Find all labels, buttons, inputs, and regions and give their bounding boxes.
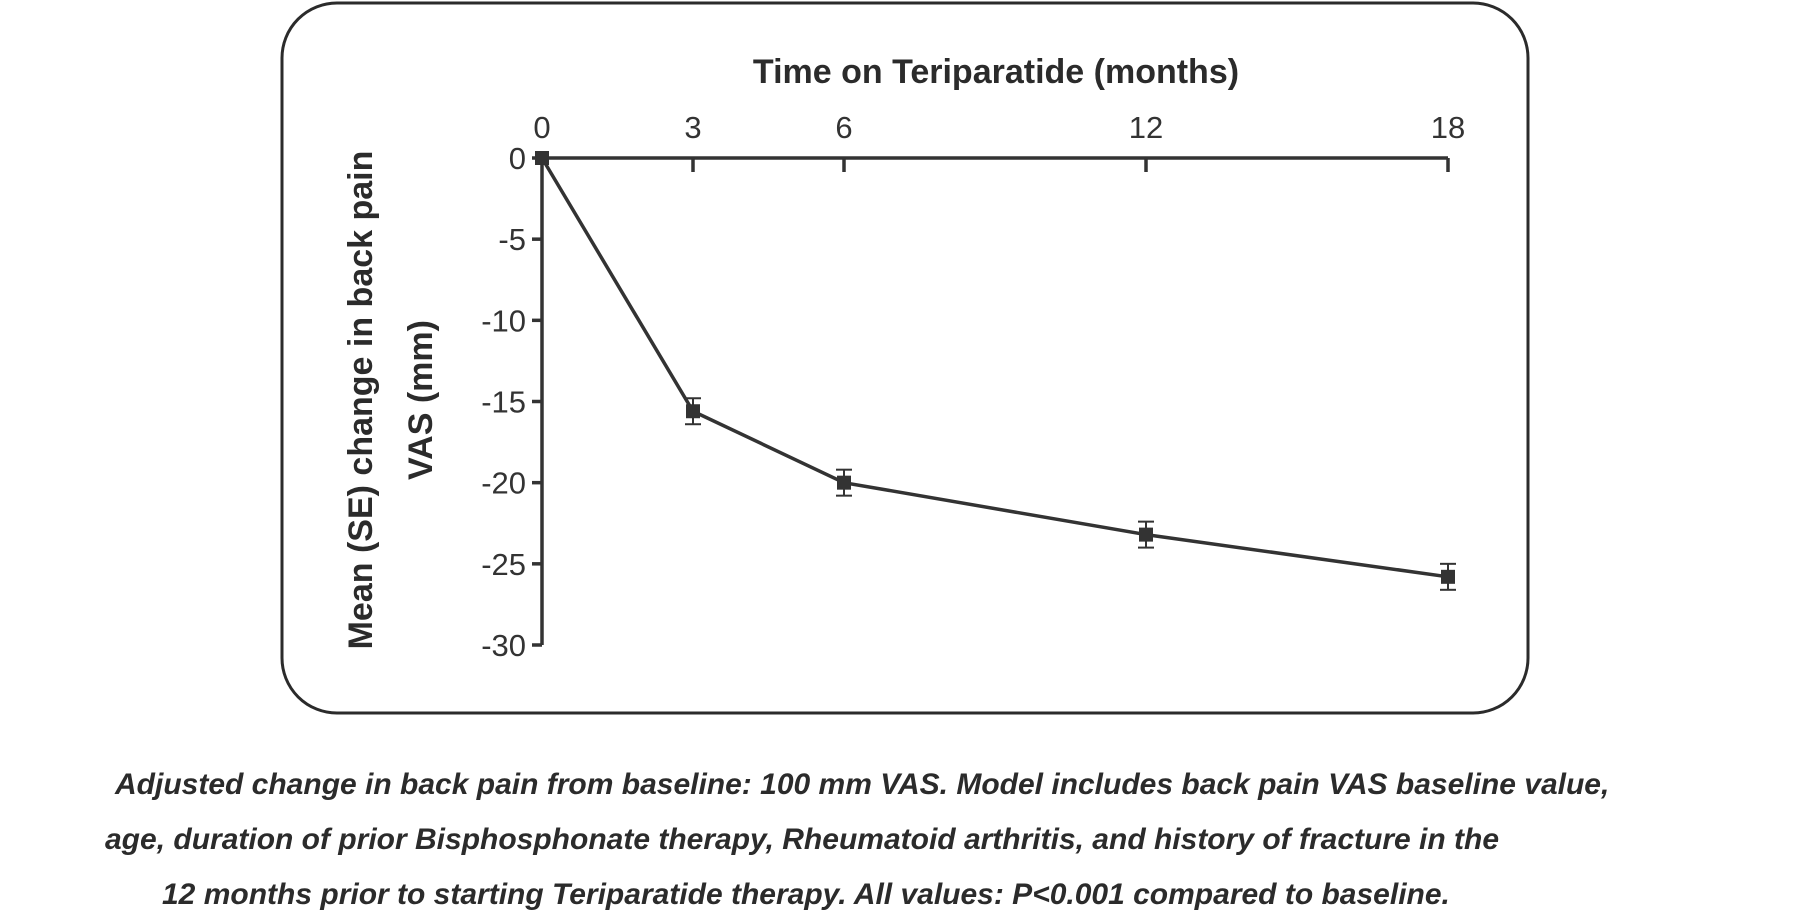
data-point xyxy=(1139,527,1153,542)
x-tick-label: 3 xyxy=(684,110,701,145)
series-line xyxy=(540,157,1449,579)
y-axis-title-line-1: Mean (SE) change in back pain xyxy=(342,151,380,650)
data-point xyxy=(837,475,851,490)
data-point xyxy=(535,151,549,165)
caption-line-1: Adjusted change in back pain from baseli… xyxy=(114,768,1609,801)
data-point xyxy=(1441,569,1455,584)
x-tick-label: 6 xyxy=(835,110,852,145)
y-tick-label: -15 xyxy=(481,385,526,420)
y-tick-label: 0 xyxy=(509,141,526,176)
x-axis-title: Time on Teriparatide (months) xyxy=(753,53,1239,91)
y-tick-label: -25 xyxy=(481,547,526,582)
y-axis-title-line-2: VAS (mm) xyxy=(402,320,440,480)
y-tick-label: -30 xyxy=(481,628,526,663)
x-tick-label: 18 xyxy=(1431,110,1465,145)
data-point xyxy=(686,404,700,419)
caption-line-3: 12 months prior to starting Teriparatide… xyxy=(162,878,1450,911)
caption-line-2: age, duration of prior Bisphosphonate th… xyxy=(105,823,1499,856)
y-tick-label: -5 xyxy=(498,222,526,257)
x-tick-label: 0 xyxy=(533,110,550,145)
chart-frame xyxy=(280,1,1530,715)
y-tick-label: -20 xyxy=(481,466,526,501)
x-tick-label: 12 xyxy=(1129,110,1163,145)
y-tick-label: -10 xyxy=(481,303,526,338)
y-axis-title: Mean (SE) change in back pain VAS (mm) xyxy=(342,151,440,650)
